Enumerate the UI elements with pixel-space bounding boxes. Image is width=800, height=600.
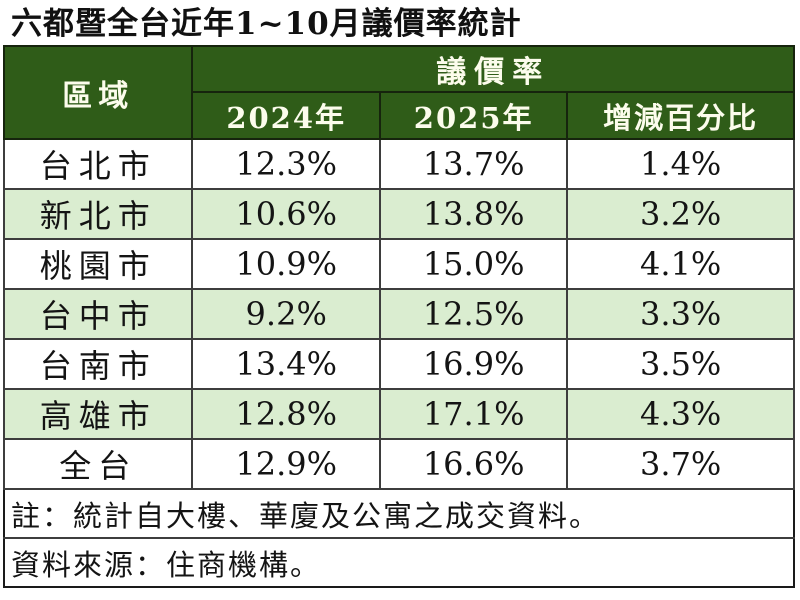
rate-2024-cell: 12.8% [191,388,381,441]
column-header-2024: 2024年 [191,91,381,141]
negotiation-rate-table: 區域 議價率 2024年 2025年 增減百分比 台北市 12.3% 13.7%… [2,45,795,589]
region-cell: 桃園市 [2,238,194,291]
rate-group-header: 議價率 [191,45,795,94]
diff-cell: 4.3% [566,388,795,441]
source-row: 資料來源：住商機構。 [3,537,795,588]
table-row-tainan: 台南市 13.4% 16.9% 3.5% [2,338,795,391]
column-header-2025: 2025年 [378,91,569,141]
diff-cell: 3.3% [566,288,795,341]
rate-2024-cell: 10.9% [191,238,381,291]
column-header-diff: 增減百分比 [566,91,795,141]
rate-2025-cell: 16.6% [378,438,569,491]
region-cell: 新北市 [2,188,194,241]
rate-2025-cell: 15.0% [378,238,569,291]
note-row: 註：統計自大樓、華廈及公寓之成交資料。 [3,488,795,539]
rate-2025-cell: 13.7% [378,138,569,191]
header-row-group: 區域 議價率 [2,45,795,141]
diff-cell: 3.5% [566,338,795,391]
region-cell: 高雄市 [2,388,194,441]
table-row-taichung: 台中市 9.2% 12.5% 3.3% [2,288,795,341]
rate-2025-cell: 13.8% [378,188,569,241]
diff-cell: 3.7% [566,438,795,491]
data-source-note: 資料來源：住商機構。 [3,537,795,588]
diff-cell: 1.4% [566,138,795,191]
diff-cell: 4.1% [566,238,795,291]
region-cell: 台中市 [2,288,194,341]
region-cell: 全台 [2,438,194,491]
table-body: 台北市 12.3% 13.7% 1.4% 新北市 10.6% 13.8% 3.2… [2,138,795,588]
region-cell: 台南市 [2,338,194,391]
rate-2024-cell: 12.3% [191,138,381,191]
rate-2025-cell: 16.9% [378,338,569,391]
table-note: 註：統計自大樓、華廈及公寓之成交資料。 [3,488,795,539]
diff-cell: 3.2% [566,188,795,241]
rate-2025-cell: 17.1% [378,388,569,441]
rate-2024-cell: 13.4% [191,338,381,391]
rate-2025-cell: 12.5% [378,288,569,341]
region-cell: 台北市 [2,138,194,191]
rate-2024-cell: 12.9% [191,438,381,491]
table-header: 區域 議價率 2024年 2025年 增減百分比 [2,45,795,141]
table-row-taipei: 台北市 12.3% 13.7% 1.4% [2,138,795,191]
region-column-header: 區域 [2,45,194,141]
table-row-alltaiwan: 全台 12.9% 16.6% 3.7% [2,438,795,491]
page-title: 六都暨全台近年1~10月議價率統計 [11,6,522,42]
header-row-columns: 2024年 2025年 增減百分比 [4,91,795,141]
table-row-kaohsiung: 高雄市 12.8% 17.1% 4.3% [2,388,795,441]
rate-2024-cell: 9.2% [191,288,381,341]
table-row-taoyuan: 桃園市 10.9% 15.0% 4.1% [2,238,795,291]
table-row-newtaipei: 新北市 10.6% 13.8% 3.2% [2,188,795,241]
rate-2024-cell: 10.6% [191,188,381,241]
